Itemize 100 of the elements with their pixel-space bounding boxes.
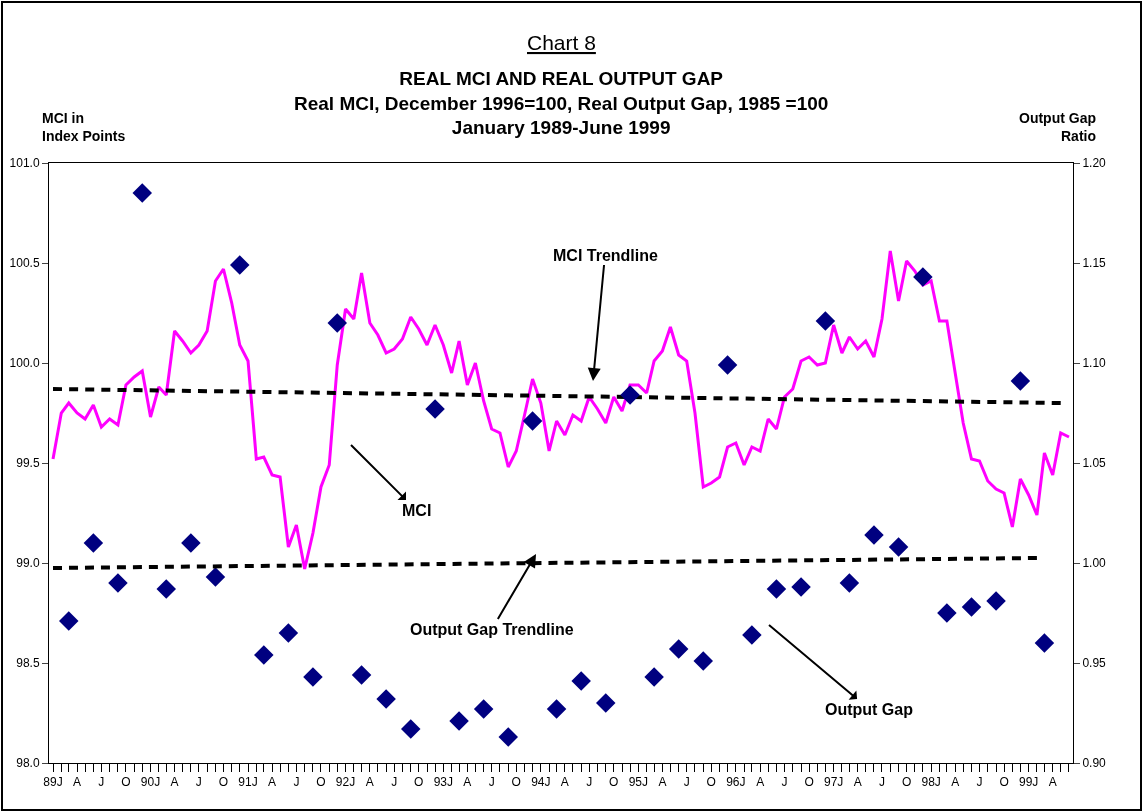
point [327, 313, 348, 333]
y2-tick-label: 1.00 [1082, 556, 1107, 571]
x-tick-label: A [560, 775, 569, 790]
y2-tick-label: 1.15 [1082, 256, 1107, 271]
point [59, 611, 79, 631]
point [400, 719, 421, 739]
x-tick-label: J [391, 775, 398, 790]
point [205, 567, 226, 587]
x-tick-label: 95J [628, 775, 649, 790]
x-tick-label: A [756, 775, 765, 790]
x-tick-label: 89J [43, 775, 63, 790]
y-tick-label: 101.0 [9, 156, 40, 171]
x-tick-label: 96J [726, 775, 746, 790]
x-tick-label: J [195, 775, 202, 790]
point [181, 533, 201, 553]
point [571, 671, 591, 691]
point [937, 603, 957, 623]
point [766, 579, 787, 599]
x-tick-label: J [293, 775, 300, 790]
x-tick-label: A [658, 775, 667, 790]
y-tick-label: 98.5 [16, 656, 40, 671]
x-tick-label: O [218, 775, 229, 790]
x-tick-label: 92J [335, 775, 356, 790]
x-tick-label: 93J [433, 775, 453, 790]
y-tick-label: 98.0 [16, 756, 40, 771]
x-tick-label: J [878, 775, 885, 790]
x-tick-label: O [901, 775, 912, 790]
x-tick-label: A [365, 775, 374, 790]
y-tick-label: 100.0 [9, 356, 40, 371]
annotation: MCI Trendline [553, 247, 658, 264]
x-tick-label: A [853, 775, 862, 790]
x-tick-label: J [488, 775, 495, 790]
point [522, 411, 543, 431]
x-tick-label: J [683, 775, 690, 790]
point [254, 645, 274, 665]
point [546, 699, 567, 719]
annotation: Output Gap [825, 701, 914, 718]
y2-tick-label: 1.10 [1082, 356, 1107, 371]
y-tick-label: 99.5 [16, 456, 40, 471]
point [230, 255, 250, 275]
y2-axis-title: Output Gap Ratio [1019, 110, 1096, 145]
point [425, 399, 445, 419]
x-tick-label: J [781, 775, 788, 790]
x-tick-label: 98J [921, 775, 941, 790]
point [449, 711, 469, 731]
point [156, 579, 177, 599]
x-tick-label: O [706, 775, 716, 790]
x-tick-label: A [463, 775, 472, 790]
point [278, 623, 299, 643]
annotation: MCI [402, 502, 432, 519]
point [473, 699, 494, 719]
chart-title: Chart 8 [527, 31, 596, 54]
x-tick-label: J [586, 775, 593, 790]
point [596, 693, 616, 713]
x-tick-label: O [804, 775, 814, 790]
x-tick-label: 97J [823, 775, 844, 790]
point [303, 667, 323, 687]
point [815, 311, 836, 331]
x-tick-label: O [511, 775, 521, 790]
point [864, 525, 884, 545]
point [791, 577, 811, 597]
point [913, 267, 933, 287]
x-tick-label: O [316, 775, 326, 790]
point [986, 591, 1006, 611]
point [376, 689, 396, 709]
point [83, 533, 104, 553]
point [839, 573, 860, 593]
point [1034, 633, 1055, 653]
x-tick-label: J [976, 775, 983, 790]
chart-subtitle: REAL MCI AND REAL OUTPUT GAP Real MCI, December 1996=100, Real Output Gap, 1985 =100 January 1989-June 1999 [294, 68, 829, 139]
x-tick-label: 99J [1018, 775, 1039, 790]
x-tick-label: A [73, 775, 82, 790]
point [668, 639, 689, 659]
x-tick-label: O [414, 775, 424, 790]
point [717, 355, 738, 375]
x-tick-label: J [98, 775, 105, 790]
y2-tick-label: 1.20 [1082, 156, 1107, 171]
x-tick-label: A [951, 775, 960, 790]
y-tick-label: 99.0 [16, 556, 40, 571]
x-tick-label: O [609, 775, 619, 790]
x-tick-label: A [1048, 775, 1057, 790]
x-tick-label: 94J [531, 775, 551, 790]
point [961, 597, 982, 617]
y-axis-title: MCI in Index Points [42, 110, 126, 145]
point [644, 667, 664, 687]
point [742, 625, 762, 645]
point [693, 651, 714, 671]
y2-tick-label: 0.90 [1082, 756, 1107, 771]
point [351, 665, 372, 685]
y2-tick-label: 1.05 [1082, 456, 1107, 471]
y-tick-label: 100.5 [9, 256, 40, 271]
x-tick-label: 91J [238, 775, 258, 790]
x-tick-label: A [170, 775, 179, 790]
point [620, 385, 640, 405]
point [1010, 371, 1031, 391]
point [132, 183, 152, 203]
y2-tick-label: 0.95 [1082, 656, 1107, 671]
line-series [51, 249, 1071, 571]
x-tick-label: O [121, 775, 131, 790]
annotation: Output Gap Trendline [410, 621, 574, 638]
